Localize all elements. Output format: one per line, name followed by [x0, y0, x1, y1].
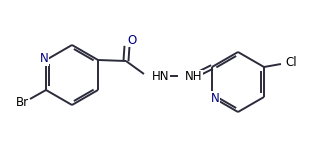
Text: Cl: Cl [285, 57, 297, 69]
Text: NH: NH [185, 70, 203, 84]
Text: Br: Br [15, 96, 29, 110]
Text: HN: HN [152, 70, 169, 84]
Text: N: N [40, 52, 48, 66]
Text: N: N [211, 92, 219, 105]
Text: O: O [128, 33, 137, 46]
